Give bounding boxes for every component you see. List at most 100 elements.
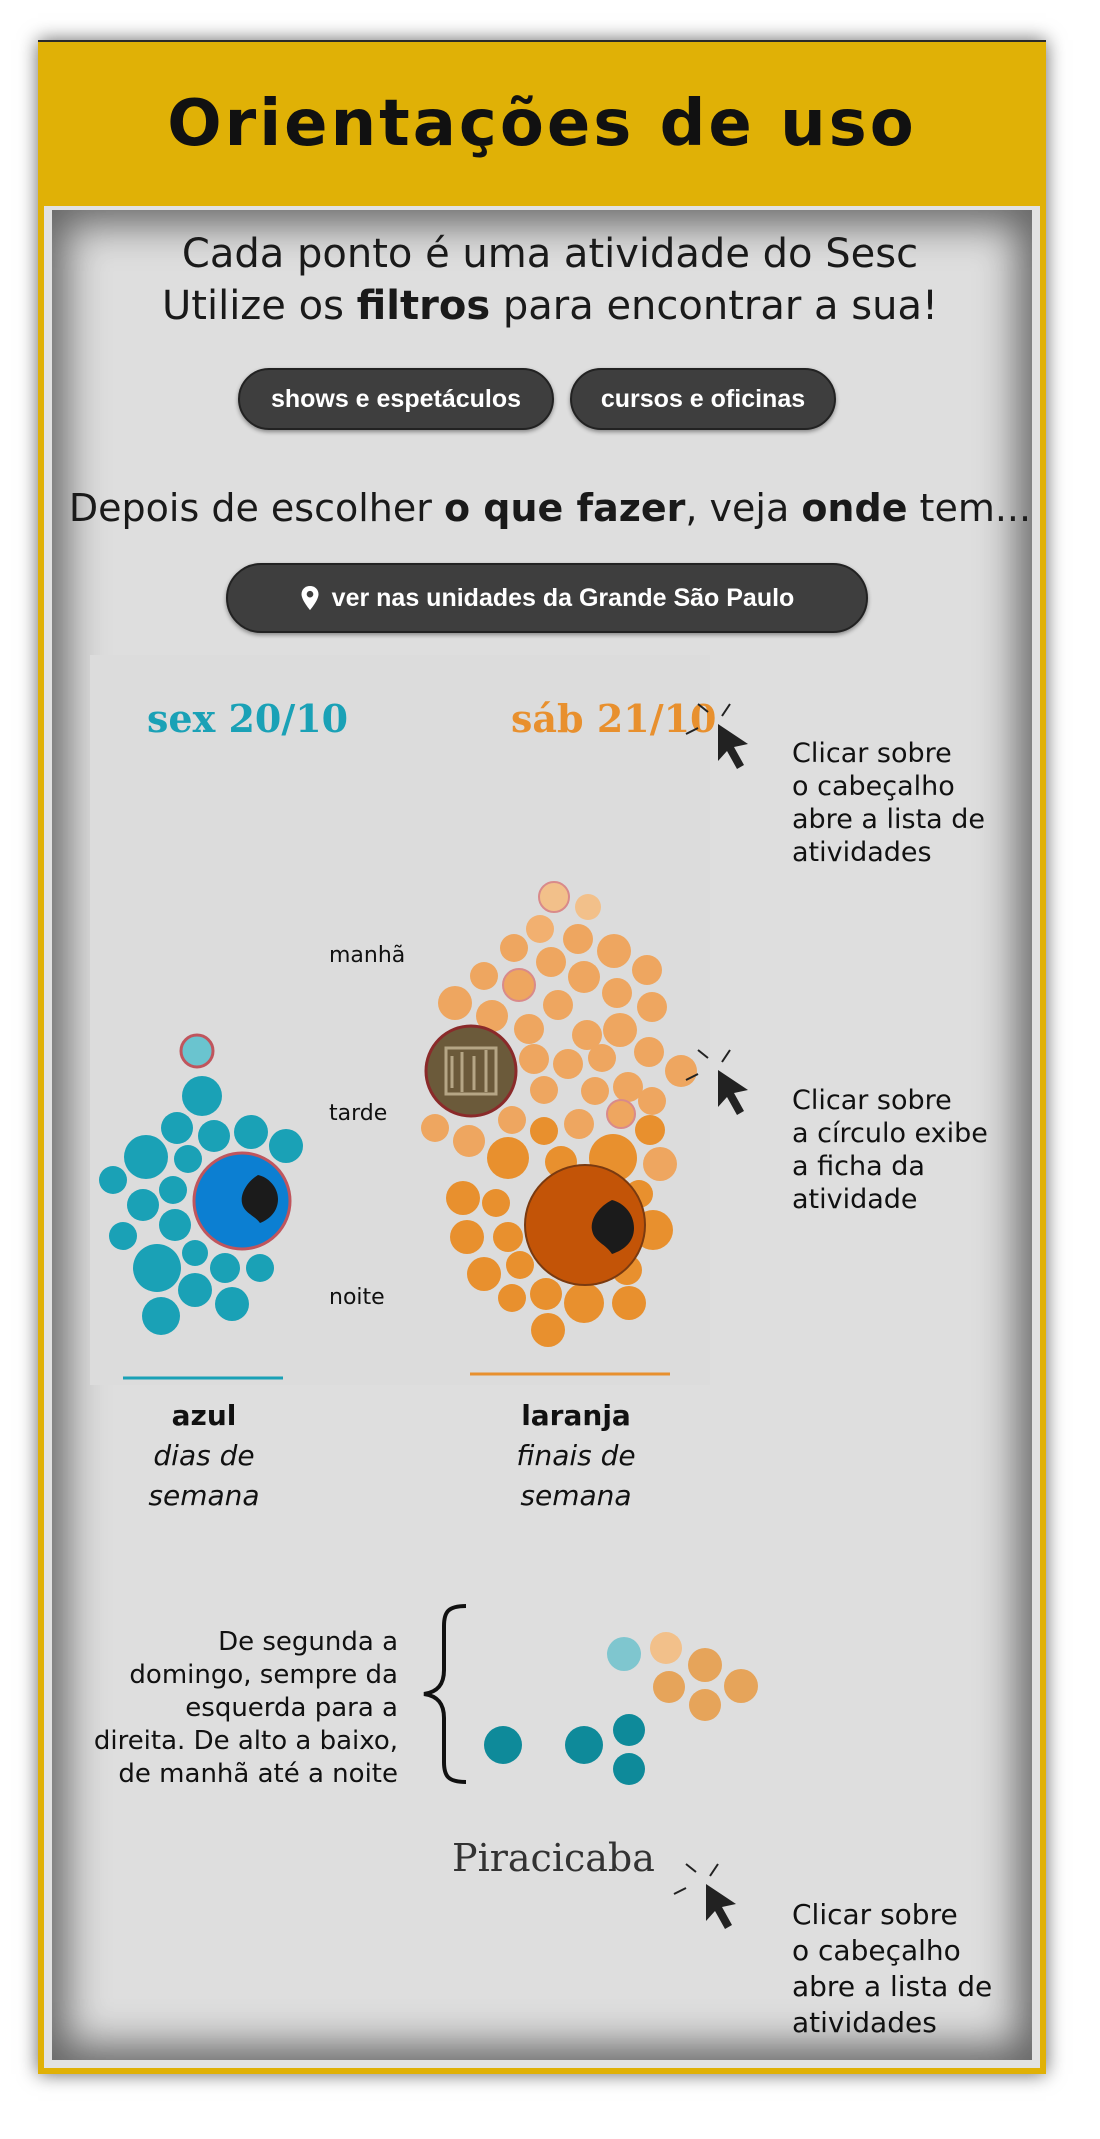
activity-dot[interactable] — [543, 990, 573, 1020]
activity-dot[interactable] — [182, 1076, 222, 1116]
activity-dot[interactable] — [665, 1055, 697, 1087]
filter-courses-button[interactable]: cursos e oficinas — [570, 368, 836, 430]
activity-dot[interactable] — [446, 1181, 480, 1215]
activity-dot[interactable] — [502, 968, 536, 1002]
activity-dot[interactable] — [572, 1020, 602, 1050]
activity-dot[interactable] — [634, 1037, 664, 1067]
activity-dot[interactable] — [470, 962, 498, 990]
activity-dot[interactable] — [482, 1189, 510, 1217]
example-dot[interactable] — [650, 1632, 682, 1664]
activity-dot[interactable] — [500, 934, 528, 962]
legend-orange-desc: finais de — [516, 1439, 636, 1472]
activity-dot[interactable] — [159, 1176, 187, 1204]
activity-dot[interactable] — [588, 1044, 616, 1072]
activity-dot[interactable] — [127, 1189, 159, 1221]
activity-dot[interactable] — [438, 986, 472, 1020]
activity-dot[interactable] — [602, 978, 632, 1008]
activity-dot[interactable] — [575, 894, 601, 920]
activity-dot[interactable] — [530, 1278, 562, 1310]
activity-dot[interactable] — [612, 1286, 646, 1320]
circle-hint-line: a círculo exibe — [792, 1118, 988, 1149]
activity-dot[interactable] — [613, 1072, 643, 1102]
activity-dot[interactable] — [538, 881, 570, 913]
city-header-hint: Clicar sobre o cabeçalho abre a lista de… — [792, 1897, 992, 2041]
activity-dot[interactable] — [530, 1076, 558, 1104]
activity-dot[interactable] — [476, 1000, 508, 1032]
activity-dot[interactable] — [453, 1125, 485, 1157]
example-dot[interactable] — [724, 1669, 758, 1703]
weekend-header[interactable]: sáb 21/10 — [511, 696, 717, 741]
activity-dot[interactable] — [564, 1109, 594, 1139]
activity-dot[interactable] — [133, 1244, 181, 1292]
activity-dot[interactable] — [563, 924, 593, 954]
activity-dot[interactable] — [487, 1137, 529, 1179]
activity-dot[interactable] — [526, 915, 554, 943]
activity-dot[interactable] — [564, 1283, 604, 1323]
activity-dot[interactable] — [643, 1147, 677, 1181]
weekend-cluster — [421, 881, 697, 1347]
example-dot[interactable] — [565, 1726, 603, 1764]
map-pin-icon — [301, 586, 319, 610]
example-dot[interactable] — [613, 1714, 645, 1746]
filter-shows-button[interactable]: shows e espetáculos — [238, 368, 554, 430]
activity-dot[interactable] — [124, 1135, 168, 1179]
city-hint-line: Clicar sobre — [792, 1898, 958, 1931]
activity-dot[interactable] — [531, 1313, 565, 1347]
activity-dot[interactable] — [597, 934, 631, 968]
activity-dot[interactable] — [178, 1273, 212, 1307]
legend-orange-title: laranja — [521, 1399, 631, 1432]
activity-dot[interactable] — [498, 1106, 526, 1134]
activity-dot[interactable] — [530, 1117, 558, 1145]
activity-dot[interactable] — [637, 992, 667, 1022]
activity-dot[interactable] — [536, 947, 566, 977]
example-dot[interactable] — [607, 1637, 641, 1671]
activity-dot[interactable] — [506, 1251, 534, 1279]
activity-dot[interactable] — [553, 1049, 583, 1079]
city-hint-line: o cabeçalho — [792, 1934, 961, 1967]
example-dot[interactable] — [689, 1689, 721, 1721]
activity-dot[interactable] — [498, 1284, 526, 1312]
activity-dot[interactable] — [210, 1253, 240, 1283]
activity-dot[interactable] — [421, 1114, 449, 1142]
activity-dot[interactable] — [182, 1240, 208, 1266]
activity-dot[interactable] — [142, 1297, 180, 1335]
featured-activity-dot[interactable] — [424, 1024, 518, 1118]
featured-activity-dot[interactable] — [524, 1164, 646, 1286]
activity-dot[interactable] — [606, 1099, 636, 1129]
example-dot[interactable] — [653, 1671, 685, 1703]
activity-dot[interactable] — [198, 1120, 230, 1152]
units-button[interactable]: ver nas unidades da Grande São Paulo — [226, 563, 868, 633]
order-line: domingo, sempre da — [129, 1660, 398, 1690]
city-header[interactable]: Piracicaba — [452, 1836, 655, 1880]
activity-dot[interactable] — [99, 1166, 127, 1194]
activity-dot[interactable] — [161, 1112, 193, 1144]
activity-dot[interactable] — [179, 1033, 215, 1069]
activity-dot[interactable] — [493, 1222, 523, 1252]
where-post: tem... — [907, 486, 1032, 530]
activity-dot[interactable] — [215, 1287, 249, 1321]
activity-dot[interactable] — [174, 1145, 202, 1173]
activity-dot[interactable] — [269, 1129, 303, 1163]
header-hint-line: o cabeçalho — [792, 771, 955, 802]
activity-dot[interactable] — [635, 1115, 665, 1145]
activity-dot[interactable] — [581, 1077, 609, 1105]
activity-dot[interactable] — [514, 1014, 544, 1044]
activity-dot[interactable] — [246, 1254, 274, 1282]
activity-dot[interactable] — [467, 1257, 501, 1291]
activity-dot[interactable] — [603, 1013, 637, 1047]
activity-dot[interactable] — [519, 1044, 549, 1074]
activity-dot[interactable] — [450, 1220, 484, 1254]
where-bold-where: onde — [801, 486, 908, 530]
example-dot[interactable] — [484, 1726, 522, 1764]
weekday-header[interactable]: sex 20/10 — [147, 696, 349, 741]
activity-dot[interactable] — [632, 955, 662, 985]
activity-dot[interactable] — [109, 1222, 137, 1250]
activity-dot[interactable] — [568, 961, 600, 993]
example-dot[interactable] — [613, 1753, 645, 1785]
example-dot[interactable] — [688, 1648, 722, 1682]
activity-dot[interactable] — [159, 1209, 191, 1241]
activity-dot[interactable] — [234, 1115, 268, 1149]
activity-dot[interactable] — [638, 1087, 666, 1115]
weekday-cluster — [99, 1033, 303, 1335]
activity-photo-icon — [444, 1046, 498, 1096]
